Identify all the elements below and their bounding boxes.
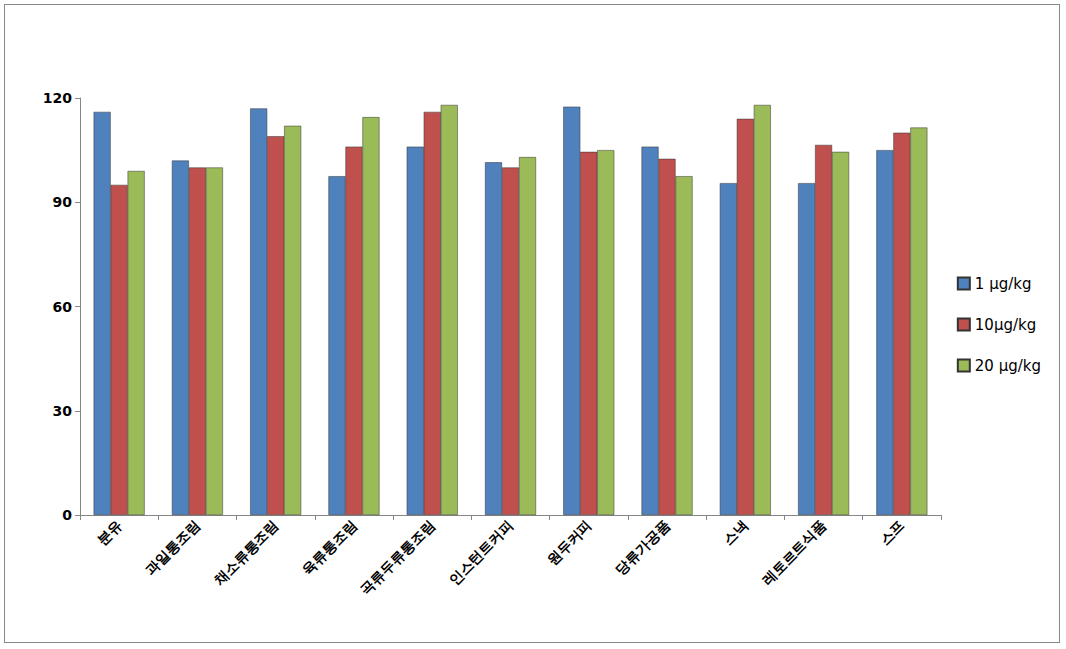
svg-text:스프: 스프	[876, 517, 907, 548]
svg-text:20 µg/kg: 20 µg/kg	[975, 357, 1041, 375]
svg-text:120: 120	[43, 90, 72, 106]
svg-text:원두커피: 원두커피	[544, 517, 595, 568]
svg-text:1 µg/kg: 1 µg/kg	[975, 275, 1032, 293]
svg-text:육류통조림: 육류통조림	[299, 517, 360, 578]
svg-text:레토르트식품: 레토르트식품	[759, 517, 830, 588]
svg-text:분유: 분유	[94, 517, 125, 548]
svg-text:30: 30	[53, 403, 73, 419]
svg-text:10µg/kg: 10µg/kg	[975, 316, 1036, 334]
svg-text:60: 60	[53, 299, 73, 315]
svg-text:곡류두류통조림: 곡류두류통조림	[357, 517, 438, 598]
svg-text:과일통조림: 과일통조림	[142, 517, 203, 578]
svg-text:채소류통조림: 채소류통조림	[210, 517, 281, 588]
svg-text:스낵: 스낵	[720, 517, 751, 548]
svg-text:90: 90	[53, 194, 73, 210]
svg-text:당류가공품: 당류가공품	[612, 517, 673, 578]
svg-text:인스턴트커피: 인스턴트커피	[445, 517, 516, 588]
svg-text:0: 0	[62, 507, 72, 523]
